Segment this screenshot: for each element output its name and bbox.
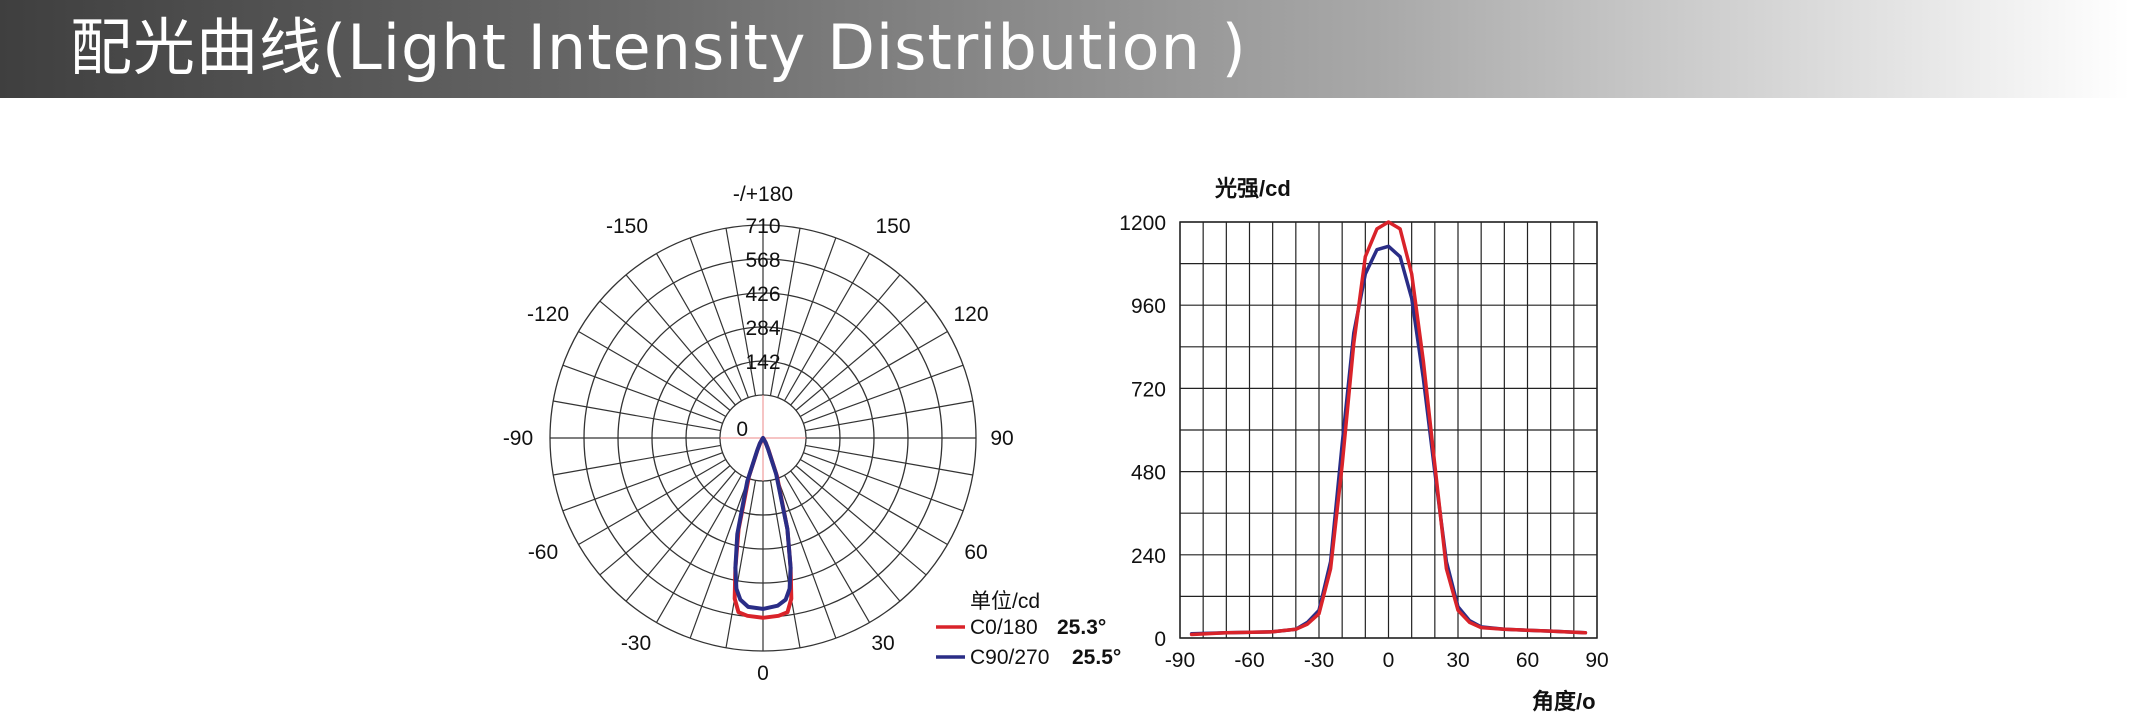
- legend-series-name: C90/270: [970, 646, 1049, 669]
- legend-beam-angle: 25.5°: [1072, 646, 1121, 669]
- polar-angle-label: 150: [875, 215, 910, 238]
- polar-radial-tick-label: 426: [745, 283, 780, 306]
- polar-radial-tick-label: 568: [745, 249, 780, 272]
- polar-spoke: [805, 444, 973, 476]
- polar-angle-label: -30: [621, 632, 651, 655]
- polar-spoke: [625, 274, 736, 406]
- polar-ring: [549, 224, 977, 652]
- polar-radial-tick-label: 0: [736, 418, 748, 441]
- x-tick-label: -90: [1165, 649, 1195, 672]
- polar-spoke: [562, 364, 723, 424]
- polar-spoke: [562, 452, 723, 512]
- y-tick-label: 720: [1131, 378, 1166, 401]
- polar-chart: 0 142 284 426 568 710 -/+180 -150 150 -120 120 -90 9…: [503, 183, 1121, 685]
- polar-spoke: [790, 274, 901, 406]
- polar-spoke: [769, 228, 801, 396]
- polar-spoke: [790, 470, 901, 602]
- polar-spoke: [799, 330, 948, 418]
- polar-radial-tick-label: 284: [745, 317, 780, 340]
- line-series: [1189, 220, 1588, 637]
- polar-spoke: [553, 444, 721, 476]
- polar-spoke: [803, 364, 964, 424]
- polar-spoke: [599, 465, 731, 576]
- polar-angle-label: 60: [964, 541, 987, 564]
- polar-spoke: [795, 465, 927, 576]
- x-tick-label: 60: [1516, 649, 1539, 672]
- y-tick-label: 960: [1131, 295, 1166, 318]
- x-tick-label: 0: [1383, 649, 1395, 672]
- y-tick-label: 0: [1154, 628, 1166, 651]
- polar-spoke: [625, 470, 736, 602]
- polar-spoke: [655, 474, 743, 623]
- polar-spoke: [803, 452, 964, 512]
- polar-ring: [617, 292, 909, 584]
- polar-unit-label: 单位/cd: [970, 590, 1040, 613]
- x-axis-label: 角度/o: [1532, 689, 1596, 714]
- polar-radial-tick-label: 710: [745, 215, 780, 238]
- polar-ring: [685, 360, 841, 516]
- page-header: 配光曲线(Light Intensity Distribution ): [0, 0, 2130, 98]
- polar-spoke: [777, 478, 837, 639]
- page-title: 配光曲线(Light Intensity Distribution ): [70, 11, 1247, 84]
- polar-spoke: [783, 474, 871, 623]
- polar-spoke: [777, 237, 837, 398]
- polar-spoke: [725, 228, 757, 396]
- polar-spoke: [655, 253, 743, 402]
- polar-angle-label: 120: [953, 303, 988, 326]
- polar-spoke: [689, 478, 749, 639]
- polar-spoke: [689, 237, 749, 398]
- y-tick-label: 1200: [1119, 212, 1166, 235]
- polar-angle-label: -90: [503, 427, 533, 450]
- y-axis-label: 光强/cd: [1214, 176, 1291, 201]
- polar-angle-label: 30: [871, 632, 894, 655]
- x-tick-label: 30: [1446, 649, 1469, 672]
- polar-spoke: [578, 330, 727, 418]
- y-tick-label: 480: [1131, 462, 1166, 485]
- polar-spoke: [599, 300, 731, 411]
- legend-beam-angle: 25.3°: [1057, 616, 1106, 639]
- polar-spoke: [783, 253, 871, 402]
- y-tick-label: 240: [1131, 545, 1166, 568]
- polar-angle-label: 90: [990, 427, 1013, 450]
- polar-spoke: [578, 458, 727, 546]
- polar-ring: [651, 326, 875, 550]
- polar-angle-label: -/+180: [733, 183, 793, 206]
- polar-spoke: [795, 300, 927, 411]
- polar-radial-tick-label: 142: [745, 351, 780, 374]
- legend-series-name: C0/180: [970, 616, 1038, 639]
- polar-spoke: [553, 400, 721, 432]
- polar-angle-label: -120: [527, 303, 569, 326]
- x-tick-label: -30: [1304, 649, 1334, 672]
- polar-spoke: [725, 480, 757, 648]
- polar-spoke: [769, 480, 801, 648]
- polar-spoke: [805, 400, 973, 432]
- polar-spoke: [799, 458, 948, 546]
- polar-angle-label: -60: [528, 541, 558, 564]
- polar-series-curve: [733, 436, 793, 611]
- polar-angle-label: 0: [757, 662, 769, 685]
- polar-angle-label: -150: [606, 215, 648, 238]
- x-tick-label: -60: [1234, 649, 1264, 672]
- cartesian-chart: 0 240 480 720 960 1200 -90 -60 -30 0 30 60 90 光强/cd 角度…: [1119, 176, 1608, 714]
- x-tick-label: 90: [1585, 649, 1608, 672]
